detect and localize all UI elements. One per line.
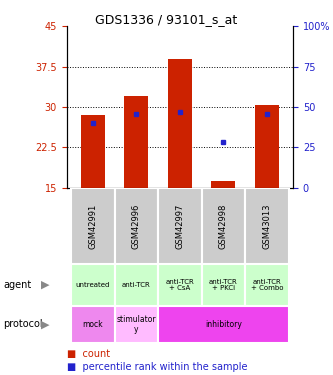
Text: inhibitory: inhibitory	[205, 320, 242, 329]
Text: GSM43013: GSM43013	[262, 203, 271, 249]
Bar	[255, 105, 279, 188]
Text: agent: agent	[3, 280, 32, 290]
Bar	[71, 264, 115, 306]
Text: stimulator
y: stimulator y	[117, 315, 156, 334]
Bar	[71, 188, 115, 264]
Text: untreated: untreated	[76, 282, 110, 288]
Text: anti-TCR
+ CsA: anti-TCR + CsA	[166, 279, 194, 291]
Text: ■  percentile rank within the sample: ■ percentile rank within the sample	[67, 362, 247, 372]
Bar	[211, 181, 235, 188]
Bar	[124, 96, 148, 188]
Bar	[71, 306, 115, 343]
Text: ■  count: ■ count	[67, 350, 110, 359]
Text: anti-TCR
+ PKCi: anti-TCR + PKCi	[209, 279, 238, 291]
Bar	[158, 306, 289, 343]
Text: GSM42996: GSM42996	[132, 203, 141, 249]
Bar	[245, 188, 289, 264]
Bar	[245, 264, 289, 306]
Bar	[168, 58, 192, 188]
Bar	[201, 264, 245, 306]
Text: ▶: ▶	[41, 280, 49, 290]
Text: anti-TCR: anti-TCR	[122, 282, 151, 288]
Text: anti-TCR
+ Combo: anti-TCR + Combo	[251, 279, 283, 291]
Bar	[158, 264, 201, 306]
Text: ▶: ▶	[41, 320, 49, 329]
Text: GDS1336 / 93101_s_at: GDS1336 / 93101_s_at	[95, 13, 238, 26]
Text: mock: mock	[82, 320, 103, 329]
Text: protocol: protocol	[3, 320, 43, 329]
Bar	[81, 115, 105, 188]
Bar	[158, 188, 201, 264]
Bar	[115, 306, 158, 343]
Bar	[115, 188, 158, 264]
Text: GSM42991: GSM42991	[88, 203, 97, 249]
Bar	[201, 188, 245, 264]
Bar	[115, 264, 158, 306]
Text: GSM42998: GSM42998	[219, 203, 228, 249]
Text: GSM42997: GSM42997	[175, 203, 184, 249]
